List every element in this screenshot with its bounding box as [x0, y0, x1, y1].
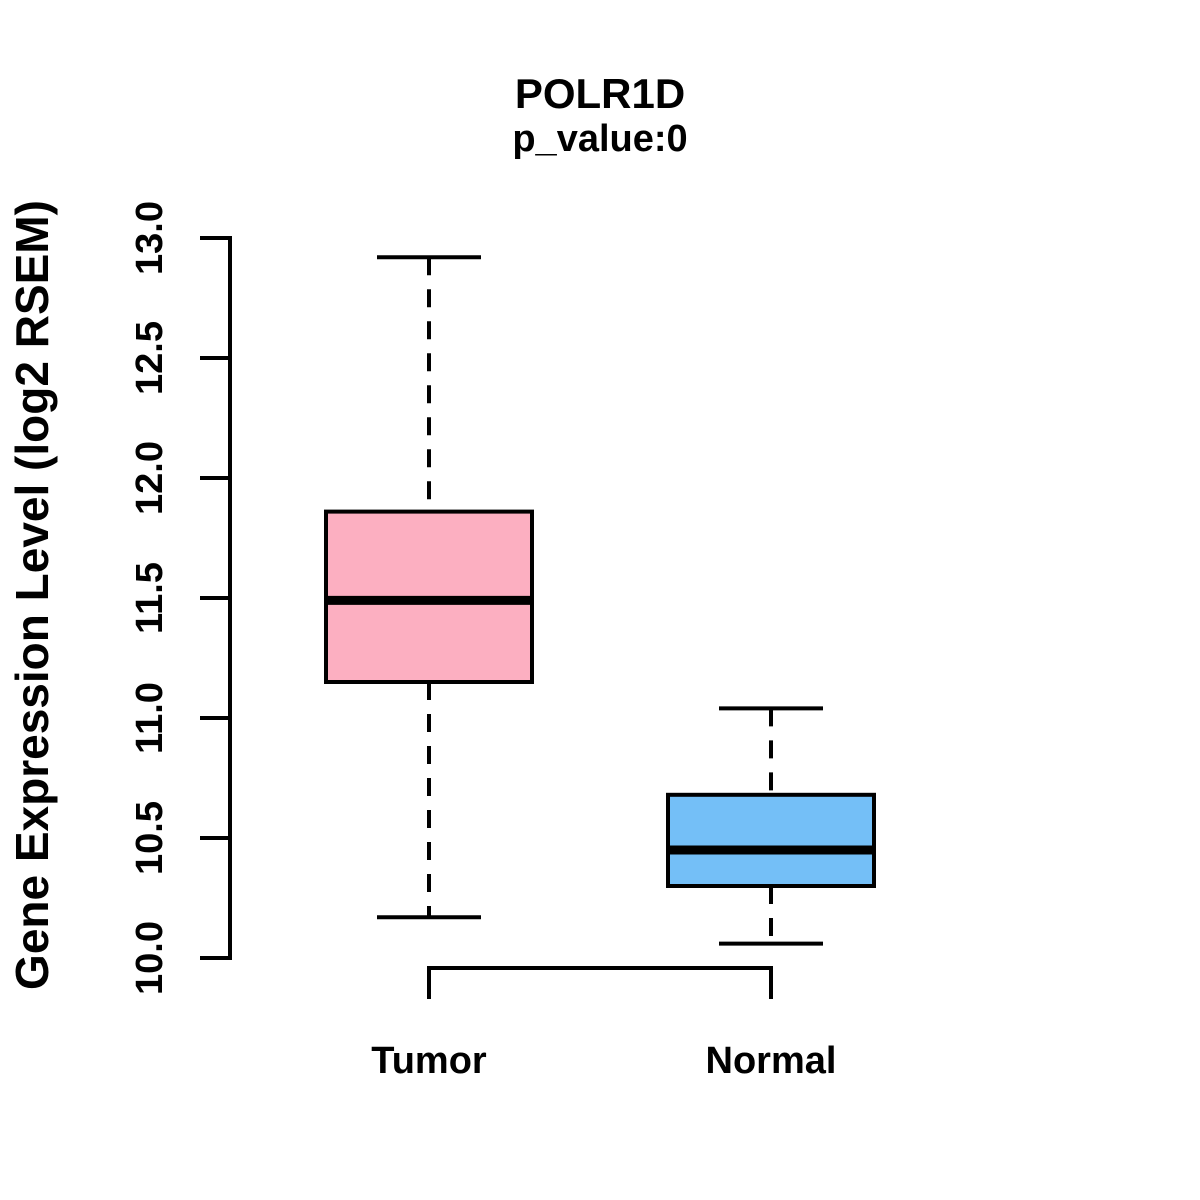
y-tick-label: 11.0 — [129, 682, 171, 754]
y-tick-label: 13.0 — [129, 201, 171, 275]
y-tick-label: 12.0 — [129, 441, 171, 515]
comparison-bracket — [427, 966, 773, 999]
normal-box — [666, 792, 876, 888]
y-tick-label: 10.0 — [129, 921, 171, 995]
y-tick-label: 11.5 — [129, 562, 171, 634]
x-category-label-normal: Normal — [706, 1040, 837, 1082]
chart-subtitle: p_value:0 — [512, 118, 688, 160]
chart-title: POLR1D — [514, 70, 686, 117]
y-tick-label: 10.5 — [129, 801, 171, 875]
y-tick-label: 12.5 — [129, 321, 171, 395]
x-category-label-tumor: Tumor — [371, 1040, 487, 1082]
